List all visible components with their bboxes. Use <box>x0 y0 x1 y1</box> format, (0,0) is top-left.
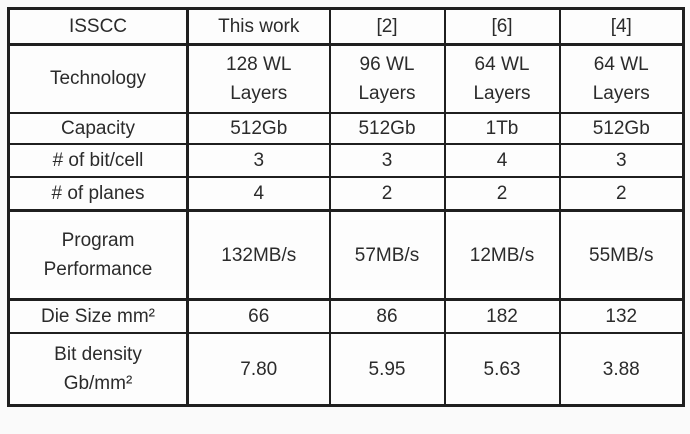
row-label-capacity: Capacity <box>7 111 189 146</box>
table-row: Bit density Gb/mm² 7.80 5.95 5.63 3.88 <box>7 332 685 407</box>
col-header-ref-6: [6] <box>443 7 561 46</box>
table-cell: 2 <box>558 176 685 212</box>
col-header-this-work: This work <box>186 7 331 46</box>
header-row: ISSCC This work [2] [6] [4] <box>7 7 685 46</box>
table-cell: 132MB/s <box>186 209 331 301</box>
table-cell: 96 WL Layers <box>328 43 446 114</box>
table-cell: 55MB/s <box>558 209 685 301</box>
table-cell: 512Gb <box>558 111 685 146</box>
table-cell: 64 WL Layers <box>558 43 685 114</box>
table-cell: 2 <box>328 176 446 212</box>
table-cell: 132 <box>558 298 685 335</box>
table-cell: 182 <box>443 298 561 335</box>
table-cell: 5.63 <box>443 332 561 407</box>
col-header-ref-4: [4] <box>558 7 685 46</box>
table-cell: 12MB/s <box>443 209 561 301</box>
table-cell: 3.88 <box>558 332 685 407</box>
row-label-planes: # of planes <box>7 176 189 212</box>
table-cell: 3 <box>328 143 446 179</box>
row-label-technology: Technology <box>7 43 189 114</box>
table-cell: 7.80 <box>186 332 331 407</box>
table-cell: 128 WL Layers <box>186 43 331 114</box>
table-cell: 3 <box>558 143 685 179</box>
table-cell: 3 <box>186 143 331 179</box>
table-row: Capacity 512Gb 512Gb 1Tb 512Gb <box>7 111 685 146</box>
table-row: Technology 128 WL Layers 96 WL Layers 64… <box>7 43 685 114</box>
table-row: Program Performance 132MB/s 57MB/s 12MB/… <box>7 209 685 301</box>
table-cell: 5.95 <box>328 332 446 407</box>
table-row: # of planes 4 2 2 2 <box>7 176 685 212</box>
table-cell: 512Gb <box>328 111 446 146</box>
comparison-table: ISSCC This work [2] [6] [4] Technology 1… <box>7 7 685 408</box>
table-row: Die Size mm² 66 86 182 132 <box>7 298 685 335</box>
row-label-program-performance: Program Performance <box>7 209 189 301</box>
col-header-isscc: ISSCC <box>7 7 189 46</box>
table-cell: 2 <box>443 176 561 212</box>
row-label-bit-per-cell: # of bit/cell <box>7 143 189 179</box>
col-header-ref-2: [2] <box>328 7 446 46</box>
table-cell: 512Gb <box>186 111 331 146</box>
table-cell: 1Tb <box>443 111 561 146</box>
table-row: # of bit/cell 3 3 4 3 <box>7 143 685 179</box>
table-cell: 64 WL Layers <box>443 43 561 114</box>
table-cell: 4 <box>186 176 331 212</box>
table-cell: 86 <box>328 298 446 335</box>
table-cell: 4 <box>443 143 561 179</box>
table-cell: 66 <box>186 298 331 335</box>
row-label-die-size: Die Size mm² <box>7 298 189 335</box>
table-cell: 57MB/s <box>328 209 446 301</box>
row-label-bit-density: Bit density Gb/mm² <box>7 332 189 407</box>
